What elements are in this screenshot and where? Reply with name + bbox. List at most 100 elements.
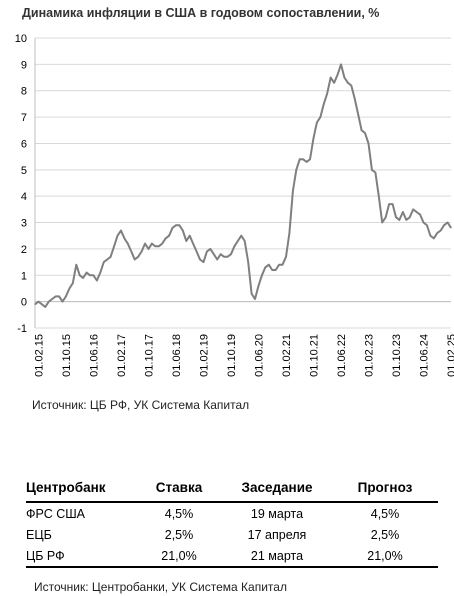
data-point xyxy=(402,211,404,213)
x-tick-label: 01.02.25 xyxy=(446,334,454,377)
data-point xyxy=(196,250,198,253)
data-point xyxy=(440,229,442,232)
data-point xyxy=(412,208,414,210)
cell-forecast: 21,0% xyxy=(332,545,438,568)
data-point xyxy=(364,132,366,134)
cell-meeting: 17 апреля xyxy=(247,527,307,542)
header-bank: Центробанк xyxy=(26,480,136,503)
data-point xyxy=(288,232,290,234)
cell-rate: 4,5% xyxy=(164,506,194,521)
data-point xyxy=(106,258,108,261)
data-point xyxy=(357,113,359,116)
data-point xyxy=(378,195,380,197)
data-point xyxy=(261,274,263,276)
data-point xyxy=(316,121,318,123)
table-row: ФРС США 4,5% 19 марта 4,5% xyxy=(26,502,438,524)
data-point xyxy=(254,298,256,300)
y-tick-label: 6 xyxy=(21,138,27,150)
cell-forecast: 4,5% xyxy=(370,506,400,521)
data-point xyxy=(350,84,352,87)
data-point xyxy=(103,261,105,263)
data-point xyxy=(182,229,184,232)
y-tick-label: 5 xyxy=(21,165,27,177)
data-point xyxy=(385,216,387,218)
data-point xyxy=(233,245,235,247)
data-point xyxy=(281,264,284,266)
data-point xyxy=(395,216,397,218)
data-point xyxy=(340,63,342,65)
data-point xyxy=(141,250,143,253)
x-tick-label: 01.02.15 xyxy=(33,334,45,377)
x-tick-label: 01.06.18 xyxy=(171,334,183,377)
y-tick-label: 1 xyxy=(21,270,27,282)
data-point xyxy=(450,227,452,229)
data-point xyxy=(51,298,53,300)
table-row: ЦБ РФ 21,0% 21 марта 21,0% xyxy=(26,545,438,568)
data-point xyxy=(202,261,205,263)
x-tick-label: 01.02.21 xyxy=(281,334,293,377)
data-point xyxy=(392,203,394,205)
data-point xyxy=(37,301,40,303)
data-point xyxy=(58,295,60,297)
data-point xyxy=(61,301,64,303)
data-point xyxy=(41,303,43,305)
data-point xyxy=(130,250,132,253)
data-point xyxy=(68,287,70,290)
data-point xyxy=(89,274,91,276)
data-point xyxy=(295,169,297,171)
table-source: Источник: Центробанки, УК Система Капита… xyxy=(34,580,287,594)
cell-bank: ЕЦБ xyxy=(26,527,52,542)
y-tick-label: 2 xyxy=(21,244,27,256)
data-point xyxy=(371,169,373,171)
data-point xyxy=(96,279,98,282)
data-point xyxy=(347,82,349,84)
data-point xyxy=(398,219,400,221)
x-tick-label: 01.06.16 xyxy=(88,334,100,377)
data-point xyxy=(154,245,156,247)
data-point xyxy=(110,256,112,258)
data-point xyxy=(299,158,301,160)
x-tick-label: 01.10.15 xyxy=(61,334,73,377)
series-inflation xyxy=(34,63,452,308)
data-point xyxy=(343,76,345,79)
data-point xyxy=(65,295,67,297)
data-point xyxy=(405,219,407,221)
data-point xyxy=(120,229,122,232)
x-tick-label: 01.10.19 xyxy=(226,334,238,377)
data-point xyxy=(361,129,363,131)
data-point xyxy=(48,301,50,303)
data-point xyxy=(168,235,170,237)
data-point xyxy=(312,137,315,139)
y-tick-label: 4 xyxy=(21,191,27,203)
data-point xyxy=(264,266,266,268)
data-point xyxy=(206,250,208,253)
data-point xyxy=(271,269,273,271)
data-point xyxy=(285,256,287,258)
data-point xyxy=(240,235,242,237)
data-point xyxy=(199,258,201,261)
x-tick-label: 01.06.22 xyxy=(336,334,348,377)
data-point xyxy=(419,214,421,216)
data-point xyxy=(333,82,335,84)
header-forecast: Прогноз xyxy=(332,480,438,503)
cell-rate: 21,0% xyxy=(136,545,222,568)
cell-bank: ФРС США xyxy=(26,506,86,521)
data-point xyxy=(86,272,88,274)
data-point xyxy=(388,203,390,205)
x-axis-ticks: 01.02.15 01.10.15 01.06.16 01.02.17 01.10.17… xyxy=(33,334,454,377)
chart-grid xyxy=(34,37,451,329)
data-point xyxy=(436,232,438,234)
y-tick-label: -1 xyxy=(17,323,27,335)
data-point xyxy=(336,74,339,76)
data-point xyxy=(92,274,94,276)
data-point xyxy=(326,92,328,94)
data-point xyxy=(251,293,253,295)
x-tick-label: 01.02.19 xyxy=(198,334,210,377)
data-point xyxy=(275,269,277,271)
x-tick-label: 01.02.17 xyxy=(116,334,128,377)
data-point xyxy=(268,264,270,266)
data-point xyxy=(216,258,218,261)
y-tick-label: 8 xyxy=(21,86,27,98)
data-point xyxy=(223,256,225,258)
data-point xyxy=(123,237,125,239)
